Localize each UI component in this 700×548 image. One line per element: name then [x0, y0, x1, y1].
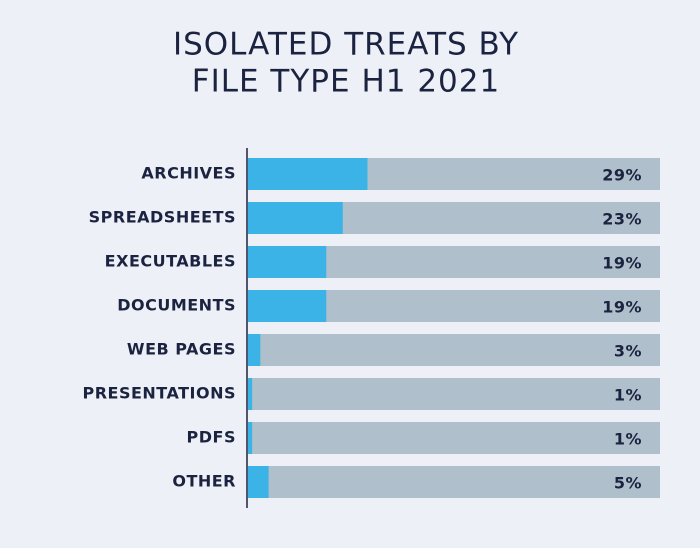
value-label: 29% — [602, 166, 642, 185]
value-label: 1% — [614, 386, 642, 405]
value-label: 3% — [614, 342, 642, 361]
bar-track — [248, 378, 660, 410]
bar — [248, 334, 261, 366]
category-label: SPREADSHEETS — [89, 208, 236, 227]
chart-title: FILE TYPE H1 2021 — [192, 64, 500, 100]
bar-track — [248, 422, 660, 454]
category-label: DOCUMENTS — [117, 296, 236, 315]
category-label: WEB PAGES — [127, 340, 236, 359]
bar — [248, 202, 343, 234]
bar — [248, 290, 327, 322]
bar — [248, 466, 269, 498]
value-label: 19% — [602, 298, 642, 317]
value-label: 19% — [602, 254, 642, 273]
bar — [248, 158, 368, 190]
category-label: OTHER — [172, 472, 236, 491]
bar — [248, 246, 327, 278]
category-label: ARCHIVES — [141, 164, 236, 183]
chart-title: ISOLATED TREATS BY — [173, 27, 519, 63]
category-label: PRESENTATIONS — [82, 384, 236, 403]
bar-track — [248, 334, 660, 366]
value-label: 5% — [614, 474, 642, 493]
value-label: 23% — [602, 210, 642, 229]
bar — [248, 422, 253, 454]
category-label: EXECUTABLES — [105, 252, 236, 271]
bar — [248, 378, 253, 410]
category-label: PDFS — [187, 428, 236, 447]
bar-track — [248, 466, 660, 498]
value-label: 1% — [614, 430, 642, 449]
